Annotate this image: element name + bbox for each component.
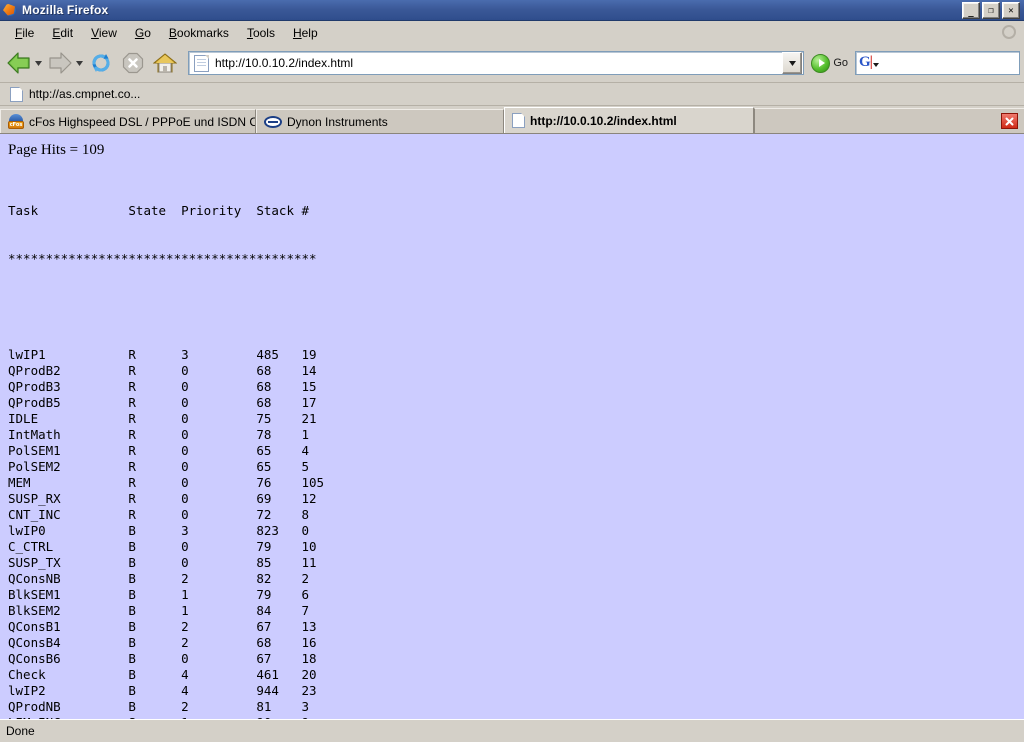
- table-row: QProdB2 R 0 68 14: [8, 363, 317, 378]
- menu-item-tools[interactable]: Tools: [246, 25, 275, 40]
- page-icon: [194, 54, 209, 72]
- bookmarks-toolbar: http://as.cmpnet.co...: [0, 83, 1024, 106]
- tab-index-html[interactable]: http://10.0.10.2/index.html: [504, 107, 754, 133]
- close-icon: [1005, 117, 1014, 125]
- menu-item-edit[interactable]: Edit: [52, 25, 74, 40]
- table-row: SUSP_RX R 0 69 12: [8, 491, 317, 506]
- back-arrow-icon: [4, 49, 34, 77]
- cfos-favicon-icon: cFos: [8, 114, 24, 129]
- table-row: QConsB6 B 0 67 18: [8, 651, 317, 666]
- table-row: QProdNB B 2 81 3: [8, 699, 310, 714]
- close-button[interactable]: ✕: [1002, 1, 1020, 19]
- menu-item-file[interactable]: File: [15, 25, 35, 40]
- search-bar[interactable]: G|: [855, 51, 1020, 75]
- task-table-body: lwIP1 R 3 485 19 QProdB2 R 0 68 14 QProdB3…: [8, 347, 1024, 719]
- menu-bar: File Edit View Go Bookmarks Tools Help: [0, 21, 1024, 44]
- tab-label: http://10.0.10.2/index.html: [530, 113, 677, 128]
- tab-cfos[interactable]: cFos cFos Highspeed DSL / PPPoE und ISDN…: [0, 109, 256, 133]
- status-bar: Done: [0, 719, 1024, 742]
- menu-item-view[interactable]: View: [91, 25, 117, 40]
- url-bar[interactable]: http://10.0.10.2/index.html: [188, 51, 805, 75]
- table-row: lwIP2 B 4 944 23: [8, 683, 317, 698]
- tab-label: Dynon Instruments: [287, 114, 388, 129]
- page-icon: [512, 113, 525, 128]
- home-icon: [153, 53, 177, 73]
- table-row: CNT_INC R 0 72 8: [8, 507, 310, 522]
- table-row: QConsB1 B 2 67 13: [8, 619, 317, 634]
- search-engine-caret-icon[interactable]: [872, 63, 879, 69]
- table-row: BlkSEM2 B 1 84 7: [8, 603, 310, 618]
- menu-item-bookmarks[interactable]: Bookmarks: [168, 25, 229, 40]
- table-row: QProdB3 R 0 68 15: [8, 379, 317, 394]
- table-row: PolSEM1 R 0 65 4: [8, 443, 310, 458]
- dynon-favicon-icon: [264, 115, 282, 128]
- menu-item-help[interactable]: Help: [292, 25, 318, 40]
- forward-history-caret-icon: [75, 51, 84, 75]
- table-row: PolSEM2 R 0 65 5: [8, 459, 310, 474]
- navigation-toolbar: http://10.0.10.2/index.html Go G|: [0, 44, 1024, 83]
- table-row: IntMath R 0 78 1: [8, 427, 310, 442]
- page-content: Page Hits = 109 Task State Priority Stac…: [0, 134, 1024, 719]
- bookmark-label: http://as.cmpnet.co...: [29, 87, 141, 101]
- chevron-down-icon: [788, 60, 796, 66]
- table-row: lwIP0 B 3 823 0: [8, 523, 310, 538]
- table-row: C_CTRL B 0 79 10: [8, 539, 317, 554]
- task-table: Task State Priority Stack # ************…: [0, 171, 1024, 719]
- reload-button[interactable]: [86, 49, 116, 77]
- table-row: lwIP1 R 3 485 19: [8, 347, 317, 362]
- go-button[interactable]: Go: [809, 53, 853, 73]
- bookmark-item-cmpnet[interactable]: http://as.cmpnet.co...: [6, 86, 144, 103]
- window-title: Mozilla Firefox: [22, 3, 109, 17]
- table-row: MEM R 0 76 105: [8, 475, 325, 490]
- url-input[interactable]: http://10.0.10.2/index.html: [215, 56, 354, 70]
- page-icon: [10, 86, 23, 102]
- table-row: QProdB5 R 0 68 17: [8, 395, 317, 410]
- back-history-caret-icon[interactable]: [34, 51, 43, 75]
- window-controls: _ ❐ ✕: [962, 1, 1022, 19]
- task-table-spacer: [8, 299, 1024, 315]
- table-row: LIM_INC S 1 90 9: [8, 715, 1024, 719]
- tab-label: cFos Highspeed DSL / PPPoE und ISDN CAP.…: [29, 114, 255, 129]
- menu-item-go[interactable]: Go: [134, 25, 151, 40]
- stop-button: [118, 49, 148, 77]
- table-row: BlkSEM1 B 1 79 6: [8, 587, 310, 602]
- table-row: QConsB4 B 2 68 16: [8, 635, 317, 650]
- table-row: Check B 4 461 20: [8, 667, 317, 682]
- tab-strip-filler: [754, 108, 1024, 133]
- tab-dynon[interactable]: Dynon Instruments: [256, 109, 504, 133]
- reload-icon: [92, 54, 110, 72]
- throbber-icon: [1002, 25, 1016, 39]
- restore-button[interactable]: ❐: [982, 1, 1000, 19]
- go-button-label: Go: [833, 57, 848, 69]
- google-logo-icon[interactable]: G|: [859, 53, 873, 70]
- status-text: Done: [6, 724, 35, 738]
- minimize-button[interactable]: _: [962, 1, 980, 19]
- back-button[interactable]: [4, 49, 43, 77]
- go-icon: [811, 53, 831, 73]
- table-row: SUSP_TX B 0 85 11: [8, 555, 317, 570]
- home-button[interactable]: [150, 49, 180, 77]
- close-tab-button[interactable]: [1001, 113, 1018, 129]
- url-dropdown-button[interactable]: [782, 52, 803, 74]
- page-hits-text: Page Hits = 109: [8, 142, 105, 158]
- forward-button: [45, 49, 84, 77]
- forward-arrow-icon: [45, 49, 75, 77]
- table-row: IDLE R 0 75 21: [8, 411, 317, 426]
- title-bar: Mozilla Firefox _ ❐ ✕: [0, 0, 1024, 21]
- stop-icon: [122, 52, 144, 74]
- table-row: QConsNB B 2 82 2: [8, 571, 310, 586]
- task-table-header: Task State Priority Stack #: [8, 203, 310, 218]
- task-table-divider: ****************************************…: [8, 251, 317, 266]
- tab-strip: cFos cFos Highspeed DSL / PPPoE und ISDN…: [0, 106, 1024, 134]
- firefox-logo-icon: [3, 3, 18, 18]
